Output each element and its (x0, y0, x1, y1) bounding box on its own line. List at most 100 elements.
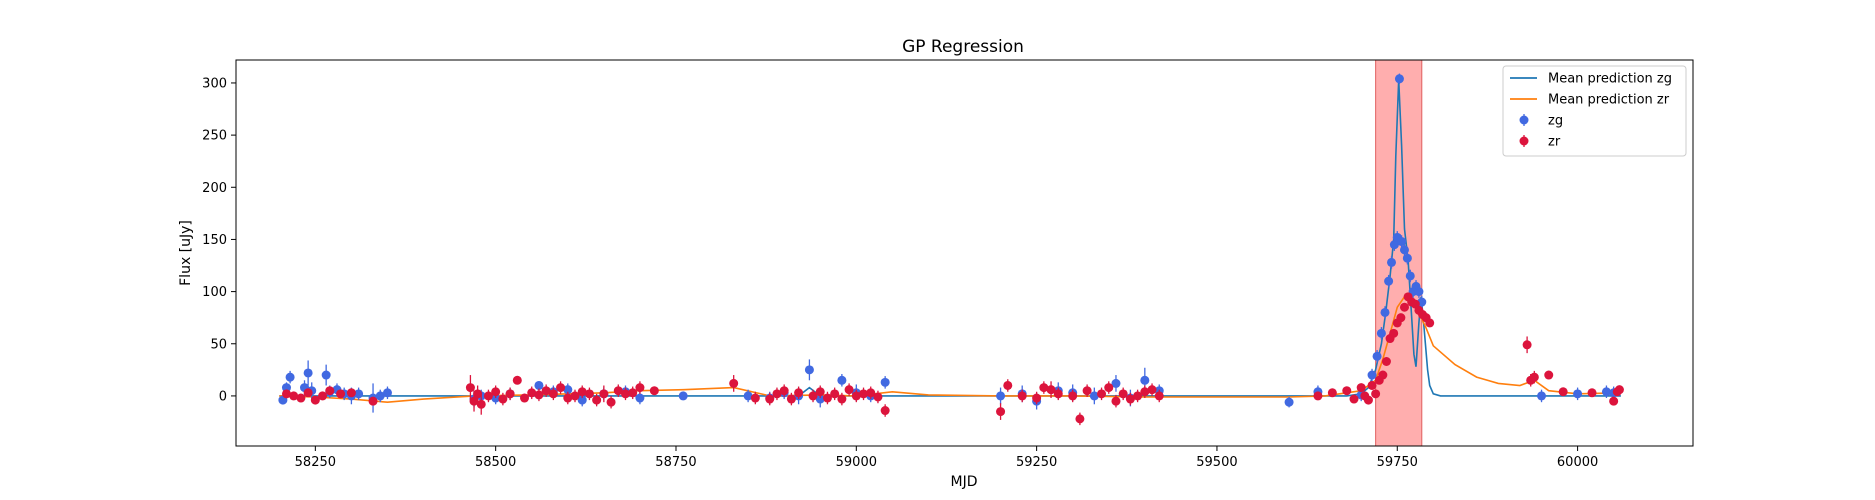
point-marker (772, 389, 782, 399)
y-tick-label: 50 (210, 337, 227, 352)
data-point-zr (325, 386, 335, 396)
data-point-zr (1003, 379, 1013, 392)
point-marker (310, 395, 320, 405)
data-point-zr (794, 386, 804, 400)
point-marker (346, 388, 356, 398)
point-marker (584, 389, 594, 399)
point-marker (729, 378, 739, 388)
point-marker (1372, 351, 1382, 361)
data-point-zr (772, 387, 782, 401)
data-point-zr (844, 383, 854, 396)
legend-entry: zg (1519, 114, 1563, 129)
point-marker (1140, 387, 1150, 397)
point-marker (1609, 396, 1619, 406)
data-point-zr (1342, 386, 1352, 396)
point-marker (527, 388, 537, 398)
data-point-zr (491, 385, 501, 399)
point-marker (473, 389, 483, 399)
legend-box (1502, 65, 1687, 157)
data-point-zr (1104, 381, 1114, 394)
point-marker (837, 375, 847, 385)
data-point-zg (1380, 306, 1390, 319)
point-marker (534, 390, 544, 400)
point-marker (996, 407, 1006, 417)
data-point-zr (512, 375, 522, 385)
data-point-zr (1399, 302, 1409, 312)
data-point-zg (804, 359, 814, 381)
point-marker (1376, 328, 1386, 338)
point-marker (1396, 313, 1406, 323)
data-point-zg (996, 387, 1006, 405)
point-marker (822, 393, 832, 403)
data-point-zg (375, 389, 385, 403)
point-marker (1125, 394, 1135, 404)
data-point-zr (750, 391, 760, 405)
data-point-zg (1384, 274, 1394, 288)
data-point-zr (1425, 318, 1435, 328)
data-point-zr (473, 385, 483, 403)
point-marker (1425, 318, 1435, 328)
data-point-zr (1363, 395, 1373, 405)
data-point-zr (483, 389, 493, 403)
data-point-zr (729, 375, 739, 392)
point-marker (1356, 383, 1366, 393)
point-marker (541, 386, 551, 396)
legend-entry: Mean prediction zg (1510, 72, 1672, 87)
point-marker (577, 395, 587, 405)
data-point-zg (285, 370, 295, 384)
data-point-zr (303, 388, 313, 398)
data-point-zg (1601, 385, 1611, 399)
point-marker (1573, 389, 1583, 399)
data-point-zr (873, 390, 883, 404)
point-marker (1522, 340, 1532, 350)
point-marker (880, 377, 890, 387)
point-marker (1384, 276, 1394, 286)
data-point-zr (505, 387, 515, 401)
axes-frame (235, 59, 1694, 447)
point-marker (996, 391, 1006, 401)
point-marker (368, 396, 378, 406)
y-tick-label: 250 (202, 129, 227, 144)
y-tick-label: 100 (202, 285, 227, 300)
data-point-zr (880, 404, 890, 417)
highlight-region (1375, 59, 1423, 447)
x-tick-label: 59750 (1377, 455, 1418, 470)
point-marker (765, 394, 775, 404)
data-point-zg (1111, 375, 1121, 392)
point-marker (635, 393, 645, 403)
point-marker (1402, 253, 1412, 263)
point-marker (505, 389, 515, 399)
point-marker (804, 365, 814, 375)
x-tick-label: 58750 (655, 455, 696, 470)
point-marker (1147, 385, 1157, 395)
point-marker (498, 394, 508, 404)
data-point-zr (368, 396, 378, 406)
data-point-zr (649, 386, 659, 396)
point-marker (375, 391, 385, 401)
point-marker (592, 395, 602, 405)
point-marker (808, 391, 818, 401)
point-marker (1389, 328, 1399, 338)
data-point-zg (1573, 387, 1583, 401)
point-marker (520, 393, 530, 403)
point-marker (1394, 74, 1404, 84)
data-point-zr (1125, 392, 1135, 406)
plot-area (278, 59, 1624, 447)
x-axis: 58250 58500 58750 59000 59250 59500 59750 60000 (295, 446, 1598, 470)
data-point-zr (346, 388, 356, 398)
point-marker (613, 386, 623, 396)
data-point-zr (556, 381, 566, 394)
point-marker (1111, 378, 1121, 388)
data-point-zg (1376, 327, 1386, 340)
point-marker (1313, 391, 1323, 401)
point-marker (859, 389, 869, 399)
data-point-zr (1032, 391, 1042, 405)
point-marker (830, 389, 840, 399)
data-point-zr (1313, 391, 1323, 401)
point-marker (465, 383, 475, 393)
point-marker (1378, 370, 1388, 380)
point-marker (1327, 388, 1337, 398)
point-marker (1544, 370, 1554, 380)
data-point-zr (1544, 370, 1554, 380)
data-point-zg (321, 364, 331, 386)
